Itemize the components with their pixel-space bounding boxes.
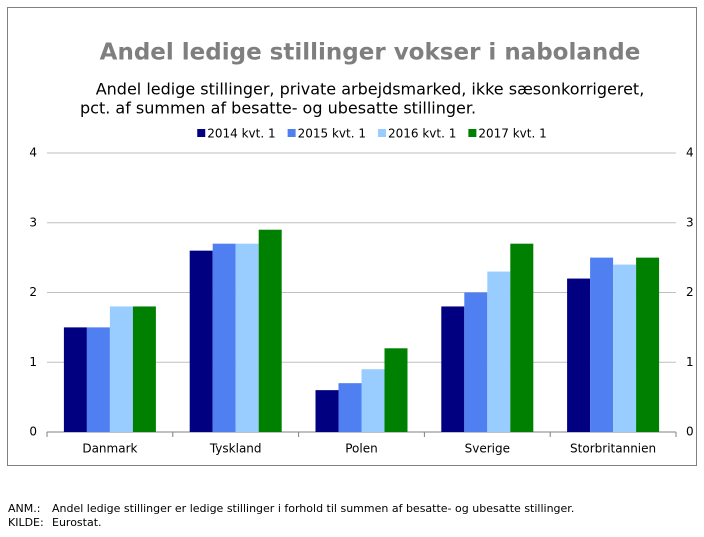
x-tick-label: Polen — [345, 442, 377, 456]
bar — [338, 383, 362, 432]
chart-title: Andel ledige stillinger vokser i nabolan… — [100, 40, 641, 66]
x-tick-label: Sverige — [465, 442, 510, 456]
legend-label: 2014 kvt. 1 — [207, 127, 275, 141]
bar — [613, 264, 637, 432]
bar — [63, 327, 87, 432]
bar — [567, 278, 591, 432]
x-tick-label: Tyskland — [209, 442, 262, 456]
note-text: Andel ledige stillinger er ledige stilli… — [52, 502, 574, 515]
note-label: ANM.: — [8, 502, 40, 515]
bar — [384, 348, 408, 432]
y2-tick-label: 3 — [686, 215, 694, 229]
y2-tick-label: 2 — [686, 285, 694, 299]
bar — [132, 306, 156, 432]
y2-tick-label: 1 — [686, 355, 694, 369]
bar — [212, 243, 236, 432]
bar — [441, 306, 465, 432]
bar — [109, 306, 133, 432]
bar — [258, 229, 282, 432]
bar — [86, 327, 110, 432]
x-tick-label: Danmark — [82, 442, 137, 456]
legend-swatch — [378, 129, 386, 137]
bar — [361, 369, 385, 432]
subtitle: Andel ledige stillinger, private arbejds… — [96, 80, 645, 99]
y-tick-label: 1 — [29, 355, 37, 369]
bar — [510, 243, 534, 432]
bar — [189, 250, 213, 432]
bar — [235, 243, 259, 432]
bar — [487, 271, 511, 432]
bar — [590, 257, 614, 432]
legend-swatch — [468, 129, 477, 137]
y-tick-label: 2 — [29, 285, 37, 299]
legend-label: 2016 kvt. 1 — [388, 127, 456, 141]
bar — [464, 292, 488, 432]
y-tick-label: 0 — [29, 425, 37, 439]
bar — [315, 390, 339, 432]
y-tick-label: 3 — [29, 215, 37, 229]
chart-frame — [7, 7, 697, 466]
y2-tick-label: 0 — [686, 425, 694, 439]
x-tick-label: Storbritannien — [570, 442, 656, 456]
legend-label: 2015 kvt. 1 — [298, 127, 366, 141]
y-tick-label: 4 — [29, 146, 37, 160]
legend-label: 2017 kvt. 1 — [478, 127, 546, 141]
subtitle: pct. af summen af besatte- og ubesatte s… — [80, 99, 476, 118]
y2-tick-label: 4 — [686, 146, 694, 160]
bar — [636, 257, 660, 432]
legend-swatch — [287, 129, 296, 137]
legend-swatch — [197, 129, 206, 137]
note-label: KILDE: — [8, 516, 44, 529]
note-text: Eurostat. — [52, 516, 102, 529]
